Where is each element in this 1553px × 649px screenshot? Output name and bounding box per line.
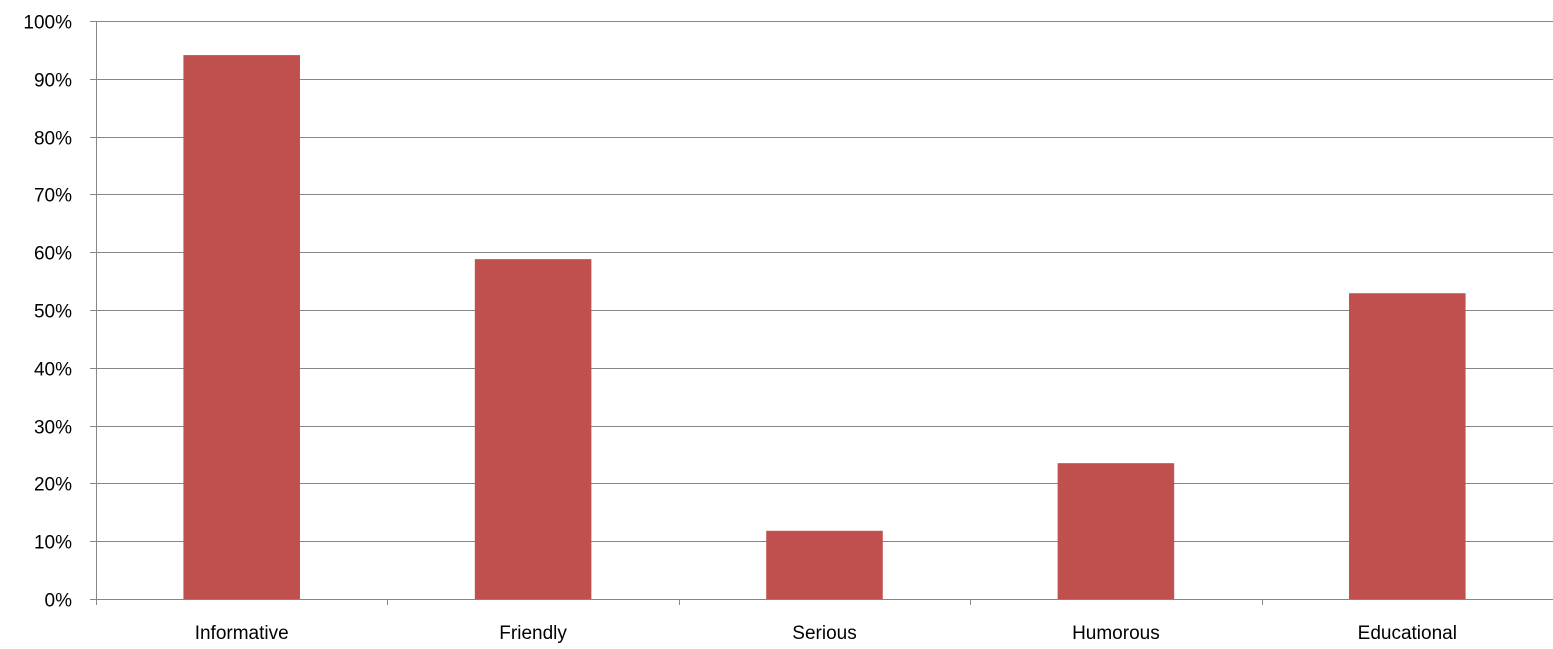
y-tick-label: 40% (34, 360, 72, 381)
bar-informative (183, 55, 300, 600)
bar-friendly (474, 259, 592, 599)
bar-educational (1349, 293, 1466, 599)
gridlines (90, 21, 1553, 542)
x-tick-label: Humorous (1072, 623, 1160, 644)
bar-serious (766, 530, 883, 599)
bars (183, 55, 1466, 600)
x-tick-label: Informative (195, 623, 289, 644)
y-tick-label: 50% (34, 302, 72, 323)
bar-humorous (1057, 463, 1175, 599)
x-tick-label: Serious (792, 623, 856, 644)
y-tick-label: 30% (34, 418, 72, 439)
x-tick-label: Educational (1358, 623, 1457, 644)
y-tick-label: 60% (34, 244, 72, 265)
y-tick-label: 0% (45, 591, 73, 612)
tick-labels: 0% 10% 20% 30% 40% 50% 60% 70% 80% 90% 100% Informa… (23, 13, 1457, 645)
y-tick-label: 80% (34, 129, 72, 150)
y-tick-label: 100% (23, 13, 72, 34)
y-tick-label: 70% (34, 186, 72, 207)
y-tick-label: 10% (34, 533, 72, 554)
y-tick-label: 90% (34, 71, 72, 92)
y-tick-label: 20% (34, 475, 72, 496)
x-tick-label: Friendly (499, 623, 567, 644)
axes (90, 21, 1553, 605)
